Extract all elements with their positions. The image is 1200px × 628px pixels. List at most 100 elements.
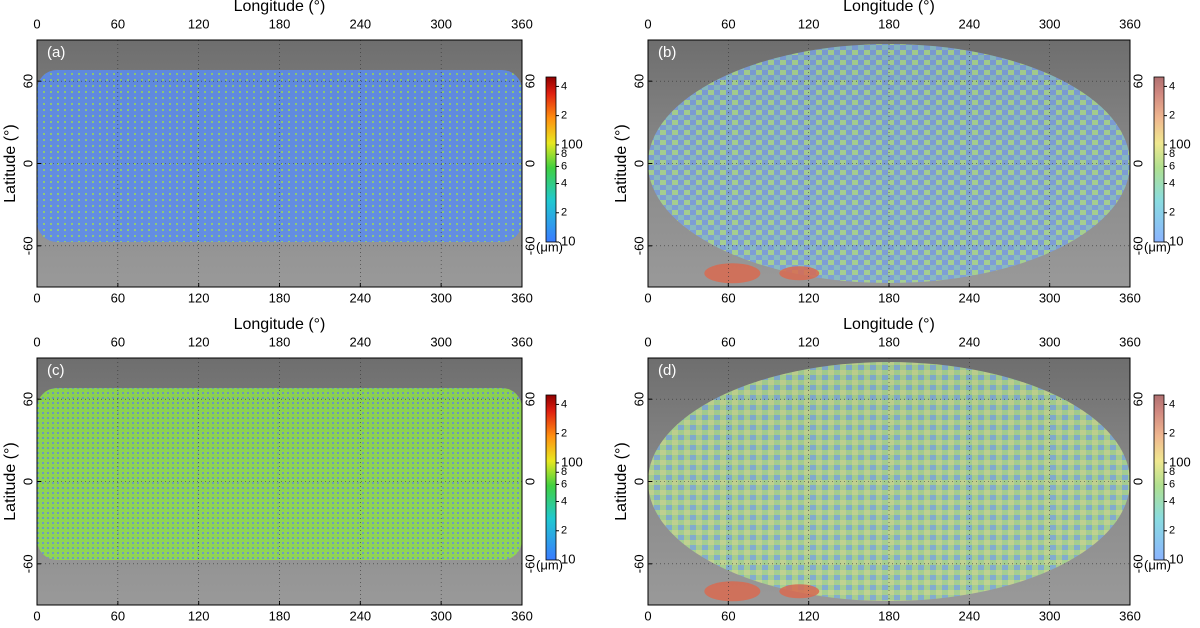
x-axis-title: Longitude (°) (234, 316, 326, 333)
x-tick-label-top: 240 (349, 334, 371, 349)
x-tick-label-top: 360 (1119, 16, 1141, 31)
colorbar-tick-label: 4 (561, 495, 567, 507)
panel-label: (d) (658, 362, 676, 379)
y-tick-label-right: 60 (522, 392, 537, 406)
y-tick-label-left: 60 (20, 74, 35, 88)
x-tick-label-top: 300 (1039, 334, 1061, 349)
x-tick-label-top: 180 (269, 16, 291, 31)
x-tick-label-bottom: 360 (511, 608, 533, 623)
x-tick-label-top: 360 (511, 334, 533, 349)
x-tick-label-bottom: 240 (349, 608, 371, 623)
colorbar-tick-label: 10 (1169, 233, 1183, 248)
colorbar (545, 394, 557, 561)
x-tick-label-bottom: 240 (958, 608, 980, 623)
hot-spot (704, 581, 761, 602)
y-tick-label-right: 60 (522, 74, 537, 88)
panel-label: (c) (47, 362, 65, 379)
y-tick-label-right: 60 (1130, 392, 1145, 406)
y-tick-label-right: 0 (522, 478, 537, 485)
x-tick-label-bottom: 120 (188, 290, 210, 305)
colorbar-tick-label: 2 (561, 110, 567, 122)
x-tick-label-top: 240 (958, 334, 980, 349)
y-tick-label-right: -60 (1130, 236, 1145, 255)
colorbar-tick-label: 2 (1169, 110, 1175, 122)
x-tick-label-bottom: 60 (111, 290, 125, 305)
x-tick-label-top: 0 (644, 16, 651, 31)
y-tick-label-left: -60 (20, 236, 35, 255)
x-tick-label-bottom: 240 (349, 290, 371, 305)
y-tick-label-left: 60 (631, 74, 646, 88)
y-tick-label-left: 0 (631, 160, 646, 167)
x-tick-label-top: 360 (1119, 334, 1141, 349)
x-tick-label-bottom: 120 (188, 608, 210, 623)
x-tick-label-bottom: 180 (269, 608, 291, 623)
y-tick-label-left: 60 (20, 392, 35, 406)
x-tick-label-top: 360 (511, 16, 533, 31)
y-tick-label-right: -60 (522, 554, 537, 573)
colorbar-tick-label: 100 (561, 454, 583, 469)
colorbar-tick-label: 2 (1169, 525, 1175, 537)
x-tick-label-top: 60 (111, 16, 125, 31)
x-tick-label-bottom: 0 (33, 608, 40, 623)
colorbar (1153, 76, 1165, 243)
x-tick-label-bottom: 300 (1039, 608, 1061, 623)
x-tick-label-top: 240 (349, 16, 371, 31)
x-tick-label-top: 180 (878, 16, 900, 31)
x-tick-label-bottom: 360 (1119, 608, 1141, 623)
y-axis-title: Latitude (°) (613, 124, 630, 202)
x-tick-label-top: 120 (798, 16, 820, 31)
x-tick-label-top: 60 (111, 334, 125, 349)
hot-spot (779, 584, 820, 599)
x-tick-label-top: 300 (430, 16, 452, 31)
colorbar-tick-label: 8 (1169, 466, 1175, 478)
x-tick-label-top: 60 (721, 334, 735, 349)
colorbar-tick-label: 100 (1169, 136, 1191, 151)
x-tick-label-top: 0 (33, 334, 40, 349)
colorbar-label: (μm) (1144, 557, 1171, 572)
y-axis-title: Latitude (°) (2, 124, 19, 202)
colorbar-tick-label: 4 (1169, 398, 1175, 410)
colorbar-tick-label: 100 (561, 136, 583, 151)
plot-frame (647, 357, 1131, 606)
x-tick-label-top: 120 (188, 334, 210, 349)
x-tick-label-bottom: 300 (430, 290, 452, 305)
y-tick-label-left: -60 (20, 554, 35, 573)
y-tick-label-left: 0 (631, 478, 646, 485)
x-tick-label-bottom: 0 (33, 290, 40, 305)
colorbar-tick-label: 4 (1169, 495, 1175, 507)
colorbar-tick-label: 6 (1169, 160, 1175, 172)
y-tick-label-left: -60 (631, 554, 646, 573)
x-tick-label-bottom: 60 (111, 608, 125, 623)
colorbar-tick-label: 6 (561, 478, 567, 490)
x-axis-title: Longitude (°) (843, 0, 935, 15)
colorbar-tick-label: 8 (561, 148, 567, 160)
y-tick-label-left: 60 (631, 392, 646, 406)
colorbar-tick-label: 8 (1169, 148, 1175, 160)
x-tick-label-bottom: 360 (511, 290, 533, 305)
plot-frame (36, 357, 523, 606)
y-tick-label-right: 0 (522, 160, 537, 167)
y-tick-label-left: -60 (631, 236, 646, 255)
colorbar-tick-label: 2 (561, 207, 567, 219)
x-tick-label-top: 120 (798, 334, 820, 349)
x-tick-label-bottom: 180 (878, 290, 900, 305)
x-tick-label-top: 240 (958, 16, 980, 31)
colorbar-tick-label: 100 (1169, 454, 1191, 469)
x-axis-title: Longitude (°) (843, 316, 935, 333)
x-tick-label-bottom: 0 (644, 608, 651, 623)
x-tick-label-bottom: 0 (644, 290, 651, 305)
panel-label: (a) (47, 44, 65, 61)
x-tick-label-top: 60 (721, 16, 735, 31)
colorbar-tick-label: 4 (561, 80, 567, 92)
x-tick-label-bottom: 240 (958, 290, 980, 305)
x-tick-label-bottom: 300 (430, 608, 452, 623)
x-tick-label-bottom: 360 (1119, 290, 1141, 305)
colorbar-tick-label: 4 (1169, 177, 1175, 189)
y-tick-label-right: -60 (1130, 554, 1145, 573)
x-tick-label-top: 300 (1039, 16, 1061, 31)
y-tick-label-right: 0 (1130, 478, 1145, 485)
colorbar-tick-label: 2 (1169, 428, 1175, 440)
x-tick-label-bottom: 60 (721, 608, 735, 623)
colorbar-tick-label: 6 (561, 160, 567, 172)
